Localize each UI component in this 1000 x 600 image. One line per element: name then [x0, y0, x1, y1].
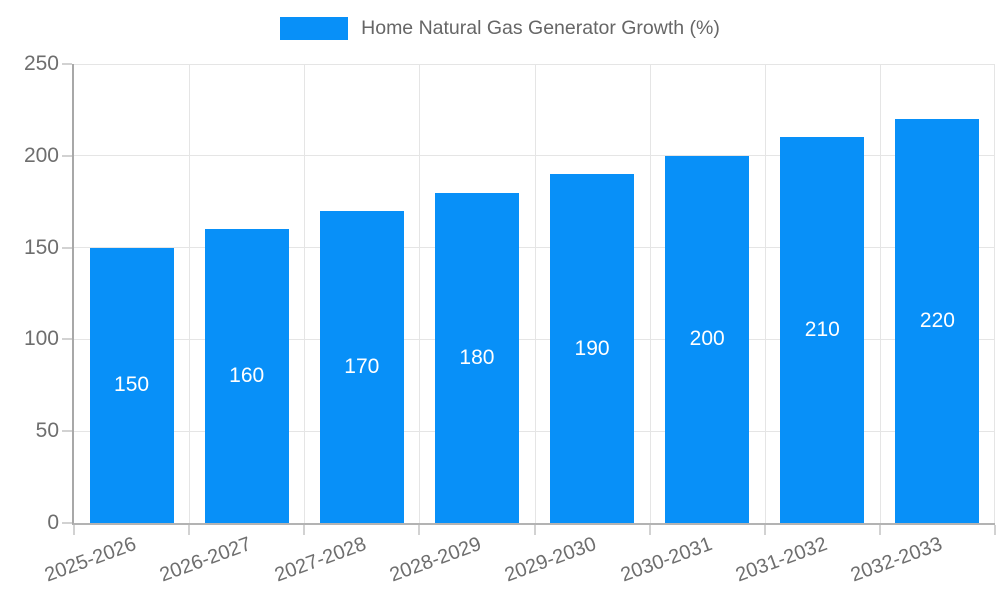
x-axis-tick-label: 2032-2033 — [847, 533, 945, 587]
bar-value-label: 170 — [344, 354, 380, 378]
gridline-vertical — [419, 64, 421, 523]
x-axis-tick-label: 2027-2028 — [271, 533, 370, 587]
x-axis-tick-label: 2029-2030 — [502, 533, 600, 587]
bar-value-label: 150 — [114, 373, 150, 397]
y-axis-tick-label: 50 — [35, 419, 59, 443]
y-tick-mark — [62, 154, 72, 157]
x-tick-mark — [648, 525, 651, 535]
y-tick-mark — [62, 63, 72, 65]
x-axis-tick-label: 2028-2029 — [387, 533, 485, 587]
y-tick-mark — [62, 430, 72, 433]
gridline-vertical — [764, 64, 766, 523]
gridline-vertical — [189, 64, 191, 523]
gridline-vertical — [994, 64, 995, 523]
y-tick-mark — [62, 522, 72, 524]
x-tick-mark — [188, 525, 191, 535]
bar[interactable]: 180 — [434, 192, 519, 523]
gridline-vertical — [534, 64, 536, 523]
gridline-vertical — [304, 64, 306, 523]
bar-value-label: 200 — [689, 327, 725, 351]
y-axis-tick-label: 250 — [23, 52, 59, 75]
x-tick-mark — [763, 525, 766, 535]
legend-label: Home Natural Gas Generator Growth (%) — [361, 17, 720, 39]
y-axis-tick-label: 200 — [23, 143, 59, 167]
bar-value-label: 190 — [574, 336, 610, 360]
bar[interactable]: 210 — [780, 137, 865, 523]
x-tick-mark — [73, 525, 75, 535]
x-tick-mark — [533, 525, 536, 535]
bar[interactable]: 150 — [89, 247, 174, 523]
plot-area: 2025-2026 2026-2027 2027-2028 2028-2029 2029… — [24, 52, 996, 586]
x-axis-tick-label: 2030-2031 — [617, 533, 715, 587]
x-tick-mark — [994, 525, 996, 535]
chart-legend[interactable]: Home Natural Gas Generator Growth (%) — [0, 17, 1000, 40]
y-tick-mark — [62, 246, 72, 249]
bar[interactable]: 160 — [204, 229, 289, 523]
bar-value-label: 220 — [919, 309, 955, 333]
bar[interactable]: 170 — [319, 210, 404, 523]
bar[interactable]: 200 — [665, 155, 750, 523]
y-axis-tick-label: 100 — [23, 327, 59, 351]
y-axis-tick-label: 0 — [47, 511, 59, 534]
y-tick-mark — [62, 338, 72, 341]
bar[interactable]: 220 — [895, 119, 980, 523]
x-tick-mark — [418, 525, 421, 535]
legend-swatch-icon — [280, 17, 349, 40]
x-axis-tick-label: 2026-2027 — [156, 533, 255, 587]
gridline-vertical — [879, 64, 881, 523]
x-tick-mark — [878, 525, 881, 535]
gridline-vertical — [649, 64, 651, 523]
x-axis-tick-label: 2031-2032 — [732, 533, 830, 587]
bar-value-label: 160 — [229, 364, 265, 388]
bar[interactable]: 190 — [550, 174, 635, 523]
y-axis-tick-label: 150 — [23, 235, 59, 259]
bar-value-label: 210 — [804, 318, 840, 342]
bar-value-label: 180 — [459, 345, 495, 369]
x-axis-tick-label: 2025-2026 — [41, 533, 140, 587]
x-tick-mark — [303, 525, 306, 535]
